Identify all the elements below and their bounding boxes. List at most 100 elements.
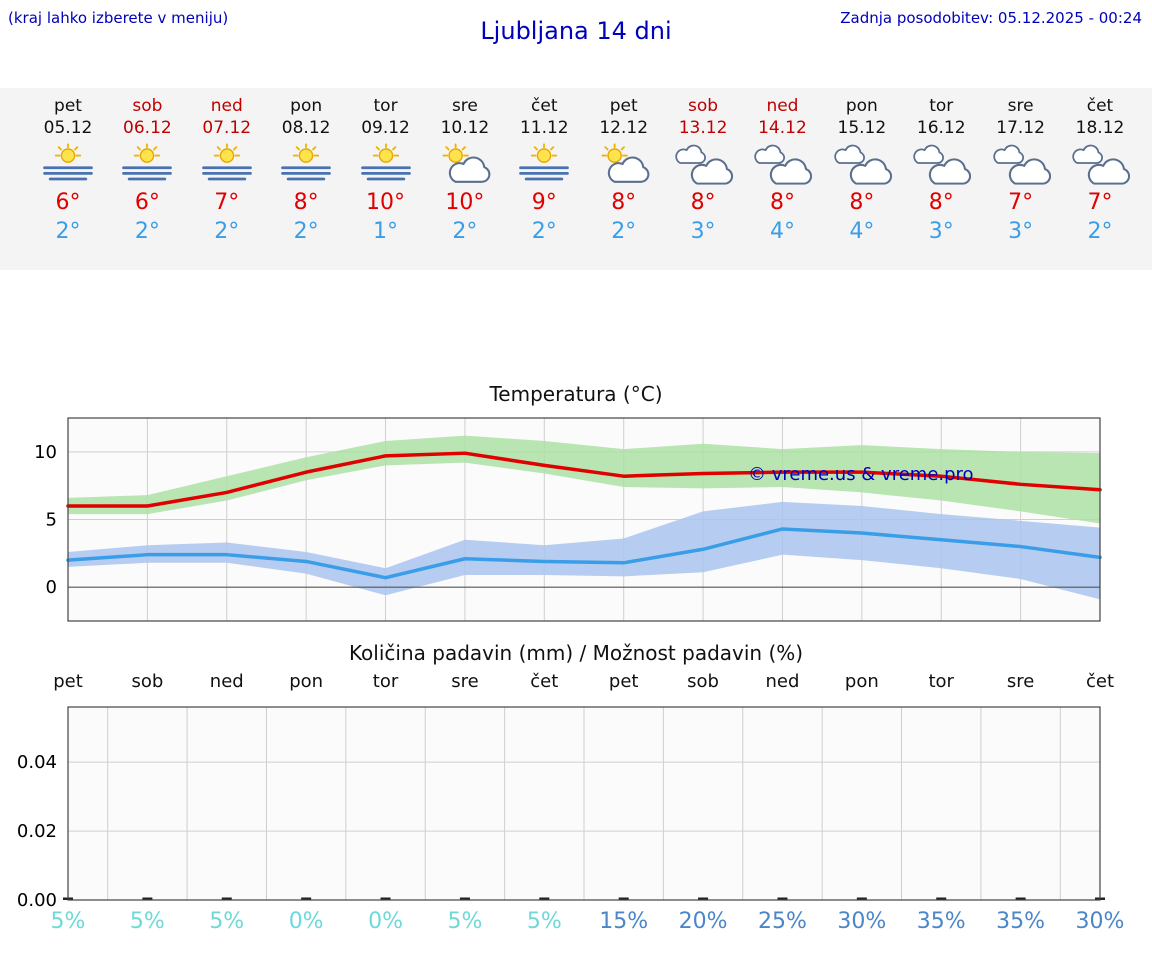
temp-max: 8°: [928, 190, 954, 215]
precip-probability: 15%: [599, 909, 649, 934]
precipitation-chart: 0.00 0.02 0.04: [17, 706, 1105, 909]
precip-probability: 35%: [996, 909, 1046, 934]
day-date: 07.12: [202, 118, 252, 138]
precip-probability: 5%: [209, 909, 245, 934]
temp-max: 8°: [690, 190, 716, 215]
temp-max: 6°: [55, 190, 81, 215]
temp-max: 7°: [1087, 190, 1113, 215]
day-name: tor: [373, 96, 398, 116]
day-date: 05.12: [43, 118, 93, 138]
temp-min: 2°: [611, 219, 637, 244]
temp-min: 2°: [55, 219, 81, 244]
temp-max: 7°: [214, 190, 240, 215]
day-name: sob: [132, 96, 163, 116]
day-column: čet 11.12 9° 2°: [503, 95, 585, 246]
cloudy-icon: [832, 143, 892, 185]
precip-probability: 5%: [50, 909, 86, 934]
day-column: čet 18.12 7° 2°: [1059, 95, 1141, 246]
cloudy-icon: [991, 143, 1051, 185]
day-name: tor: [929, 96, 954, 116]
min-temperature-line: [66, 527, 1102, 580]
precip-y-tick: 0.04: [17, 752, 57, 773]
temp-max: 7°: [1008, 190, 1034, 215]
day-date: 06.12: [123, 118, 172, 138]
precip-day-label: tor: [372, 671, 399, 692]
temp-min: 3°: [690, 219, 716, 244]
sun-fog-icon: [38, 143, 98, 185]
watermark-link[interactable]: © vreme.us & vreme.pro: [748, 464, 974, 485]
precip-bar: [380, 897, 391, 900]
day-name: ned: [210, 96, 243, 116]
day-name: pet: [609, 96, 638, 116]
day-date: 14.12: [758, 118, 807, 138]
precip-probability: 5%: [447, 909, 483, 934]
sun-cloud-icon: [594, 143, 654, 185]
day-column: sob 13.12 8° 3°: [662, 95, 744, 246]
day-name: sre: [1007, 96, 1034, 116]
temp-max: 8°: [611, 190, 637, 215]
temp-min: 2°: [531, 219, 557, 244]
precip-bar: [698, 897, 709, 900]
precip-day-label: pet: [53, 671, 83, 692]
precip-day-label: čet: [530, 671, 559, 692]
precip-probability: 30%: [837, 909, 887, 934]
day-column: pon 15.12 8° 4°: [821, 95, 903, 246]
precip-day-label: pet: [608, 671, 639, 692]
day-date: 16.12: [916, 118, 966, 138]
precip-y-tick: 0.00: [17, 890, 57, 909]
precip-day-label: ned: [765, 671, 800, 692]
precip-probability: 35%: [916, 909, 966, 934]
page-header: (kraj lahko izberete v meniju) Ljubljana…: [0, 0, 1152, 88]
precip-probability: 5%: [129, 909, 165, 934]
day-name: pon: [845, 96, 878, 116]
forecast-strip: pet 05.12 6° 2° sob 06.12 6° 2° ned 07.1…: [0, 88, 1152, 270]
precip-probability: 20%: [678, 909, 728, 934]
temp-min: 2°: [1087, 219, 1113, 244]
precip-bar: [936, 897, 947, 900]
precip-bar: [221, 897, 232, 900]
precip-probability: 0%: [368, 909, 403, 934]
min-temperature-range-band: [68, 501, 1100, 600]
precip-day-label: ned: [209, 671, 244, 692]
page-title: Ljubljana 14 dni: [480, 17, 672, 45]
precip-day-label: pon: [289, 671, 324, 692]
temp-y-tick: 5: [46, 510, 57, 531]
max-temperature-range-band: [68, 435, 1100, 524]
day-column: ned 14.12 8° 4°: [741, 95, 823, 246]
temp-min: 2°: [293, 219, 319, 244]
day-column: sre 17.12 7° 3°: [980, 95, 1062, 246]
temperature-chart: 0 5 10 © vreme.us & vreme.pro: [34, 417, 1102, 622]
day-name: pet: [54, 96, 82, 116]
precip-day-label: sre: [451, 671, 479, 692]
cloudy-icon: [1070, 143, 1130, 185]
precip-day-label: sob: [687, 671, 719, 692]
cloudy-icon: [752, 143, 812, 185]
precip-bar: [142, 897, 153, 900]
precip-day-label: pon: [844, 671, 879, 692]
temp-max: 9°: [531, 190, 557, 215]
day-name: sre: [451, 96, 478, 116]
precip-probability: 25%: [758, 909, 807, 934]
precip-day-label: tor: [928, 671, 954, 692]
temp-min: 1°: [373, 219, 399, 244]
temp-max: 10°: [445, 190, 485, 215]
precipitation-chart-title: Količina padavin (mm) / Možnost padavin …: [348, 641, 804, 665]
sun-fog-icon: [117, 143, 177, 185]
day-date: 10.12: [440, 118, 490, 138]
temp-min: 2°: [214, 219, 240, 244]
precip-day-label: sob: [131, 671, 164, 692]
sun-fog-icon: [356, 143, 416, 185]
day-date: 11.12: [519, 118, 569, 138]
day-date: 13.12: [678, 118, 728, 138]
precip-bar: [777, 897, 788, 900]
cloudy-icon: [673, 143, 733, 185]
day-column: pet 12.12 8° 2°: [583, 95, 665, 246]
temp-min: 4°: [769, 219, 795, 244]
precip-bar: [301, 897, 312, 900]
max-temperature-line: [66, 451, 1102, 508]
day-date: 15.12: [837, 118, 887, 138]
precip-probability: 30%: [1075, 909, 1125, 934]
precip-bar: [459, 897, 470, 900]
day-name: čet: [531, 96, 558, 116]
